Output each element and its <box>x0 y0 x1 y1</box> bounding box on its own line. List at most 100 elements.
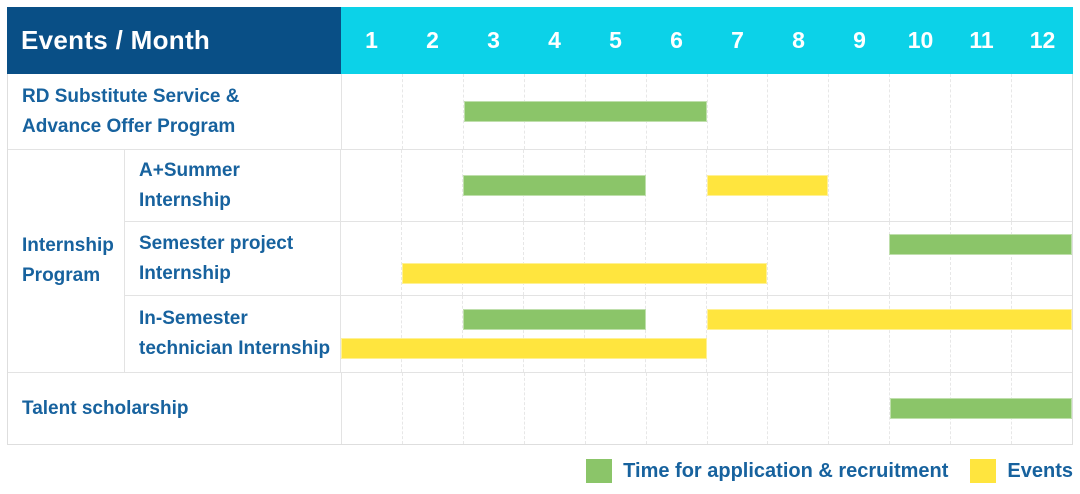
month-header-cell: 4 <box>548 27 561 53</box>
label-line: Internship <box>22 235 114 256</box>
grid-cell <box>828 373 889 444</box>
grid-cell <box>584 296 645 372</box>
label-line: RD Substitute Service & <box>22 85 240 107</box>
corner-header-cell: Events / Month <box>7 7 341 74</box>
legend-item-events: Events <box>970 459 1073 483</box>
grid-cell <box>462 222 523 295</box>
month-header-cell: 9 <box>853 27 866 53</box>
row-label: RD Substitute Service & Advance Offer Pro… <box>8 74 342 149</box>
grid-cell <box>401 74 463 149</box>
month-header-cell: 12 <box>1029 27 1056 53</box>
row-label: Talent scholarship <box>8 373 342 444</box>
table-row: Talent scholarship <box>8 372 1072 444</box>
grid-cell <box>584 373 646 444</box>
grid-cell <box>523 222 584 295</box>
gantt-bar-application <box>889 398 1072 419</box>
grid-cell <box>342 373 402 444</box>
grid-cell <box>401 150 462 221</box>
gantt-bar-events <box>706 175 829 196</box>
grid-cell <box>706 296 767 372</box>
grid-cell <box>645 222 706 295</box>
legend-swatch-events <box>970 459 997 483</box>
legend-swatch-application <box>586 459 613 483</box>
table-title: Events / Month <box>21 25 211 55</box>
grid-cell <box>950 150 1011 221</box>
grid-cell <box>645 373 707 444</box>
grid-cell <box>889 222 950 295</box>
grid-cell <box>401 373 463 444</box>
row-label: In-Semester technician Internship <box>125 296 341 372</box>
grid-cell <box>889 150 950 221</box>
grid-cell <box>341 222 401 295</box>
grid-cell <box>828 296 889 372</box>
grid-cell <box>342 74 402 149</box>
grid-cell <box>341 150 401 221</box>
grid-cell <box>401 222 462 295</box>
gantt-bar-events <box>341 338 707 359</box>
gantt-bar-events <box>706 309 1072 330</box>
grid-cell <box>1011 150 1072 221</box>
month-header-cell: 11 <box>969 27 994 53</box>
month-grid <box>341 150 1072 221</box>
grid-cell <box>1011 296 1072 372</box>
grid-cell <box>889 296 950 372</box>
table-body: RD Substitute Service & Advance Offer Pro… <box>7 74 1073 445</box>
month-grid <box>341 296 1072 372</box>
month-header-cell: 1 <box>365 27 378 53</box>
label-line: Internship <box>139 189 231 211</box>
grid-cell <box>767 373 828 444</box>
gantt-bar-events <box>401 262 768 284</box>
row-label: A+Summer Internship <box>125 150 341 221</box>
label-line: A+Summer <box>139 159 240 181</box>
gantt-bar-application <box>463 101 707 122</box>
grid-cell <box>950 74 1011 149</box>
table-row: Semester project Internship <box>125 221 1072 295</box>
grid-cell <box>706 74 768 149</box>
grid-cell <box>462 373 524 444</box>
label-line: Program <box>22 265 101 286</box>
month-grid <box>342 373 1072 444</box>
grid-cell <box>828 222 889 295</box>
label-line: Internship <box>139 262 231 284</box>
gantt-bar-application <box>462 175 646 196</box>
grid-cell <box>767 296 828 372</box>
table-row: A+Summer Internship <box>125 150 1072 221</box>
grid-cell <box>584 222 645 295</box>
month-header-cell: 8 <box>792 27 805 53</box>
label-line: Advance Offer Program <box>22 115 236 137</box>
grid-cell <box>523 373 585 444</box>
grid-cell <box>706 222 767 295</box>
gantt-bar-application <box>889 233 1072 255</box>
month-header-row: 1 2 3 4 5 6 7 8 9 10 11 12 <box>341 7 1073 74</box>
grid-cell <box>523 296 584 372</box>
events-month-table: Events / Month 1 2 3 4 5 6 7 8 9 10 11 12 RD Substi… <box>7 7 1073 445</box>
label-line: Semester project <box>139 232 294 254</box>
grid-cell <box>706 373 768 444</box>
table-header-row: Events / Month 1 2 3 4 5 6 7 8 9 10 11 12 <box>7 7 1073 74</box>
grid-cell <box>645 296 706 372</box>
label-line: Talent scholarship <box>22 397 189 419</box>
grid-cell <box>950 296 1011 372</box>
grid-cell <box>1011 74 1072 149</box>
month-header-cell: 6 <box>670 27 683 53</box>
gantt-bar-application <box>462 309 646 330</box>
legend-label: Time for application & recruitment <box>623 459 949 482</box>
group-section: Internship Program A+Summer Internship Semes… <box>8 149 1072 372</box>
month-header-cell: 10 <box>907 27 934 53</box>
legend-label: Events <box>1007 459 1073 482</box>
month-header-cell: 5 <box>609 27 622 53</box>
grid-cell <box>645 150 706 221</box>
legend: Time for application & recruitment Events <box>586 459 1073 483</box>
month-grid <box>342 74 1072 149</box>
grid-cell <box>889 74 950 149</box>
label-line: In-Semester <box>139 308 248 329</box>
grid-cell <box>950 222 1011 295</box>
month-grid <box>341 222 1072 295</box>
grid-cell <box>828 74 889 149</box>
month-header-cell: 3 <box>487 27 500 53</box>
grid-cell <box>401 296 462 372</box>
row-label: Semester project Internship <box>125 222 341 295</box>
group-label: Internship Program <box>8 150 125 372</box>
grid-cell <box>1011 222 1072 295</box>
